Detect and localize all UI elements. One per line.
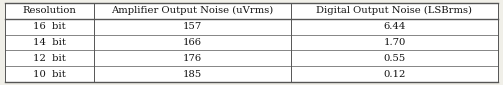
Text: Resolution: Resolution xyxy=(23,6,76,15)
Text: 166: 166 xyxy=(183,38,202,47)
Text: Amplifier Output Noise (uVrms): Amplifier Output Noise (uVrms) xyxy=(111,6,274,15)
Text: 0.12: 0.12 xyxy=(383,70,405,79)
Text: 157: 157 xyxy=(183,22,202,31)
Text: 6.44: 6.44 xyxy=(383,22,405,31)
Text: 185: 185 xyxy=(183,70,202,79)
Text: 10  bit: 10 bit xyxy=(33,70,66,79)
Text: 176: 176 xyxy=(183,54,202,63)
Text: 14  bit: 14 bit xyxy=(33,38,66,47)
Text: 12  bit: 12 bit xyxy=(33,54,66,63)
Text: 16  bit: 16 bit xyxy=(33,22,66,31)
Text: Digital Output Noise (LSBrms): Digital Output Noise (LSBrms) xyxy=(316,6,472,15)
Text: 1.70: 1.70 xyxy=(383,38,405,47)
Text: 0.55: 0.55 xyxy=(383,54,405,63)
